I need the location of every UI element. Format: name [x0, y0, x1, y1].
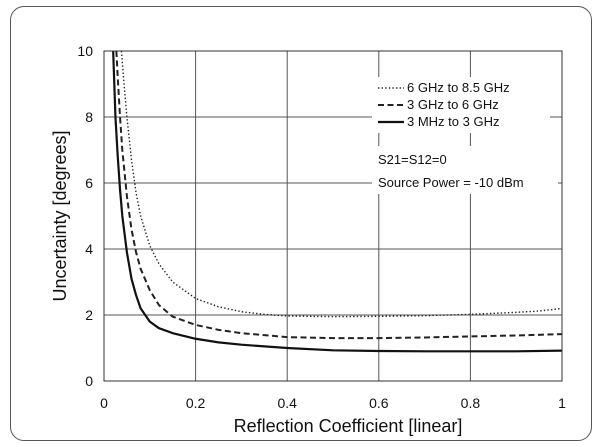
legend: 6 GHz to 8.5 GHz 3 GHz to 6 GHz 3 MHz to… [372, 77, 550, 133]
x-tick-label: 0.6 [369, 395, 389, 411]
chart-frame [10, 6, 592, 441]
series-line-2 [112, 51, 562, 353]
x-tick-labels: 0 0.2 0.4 0.6 0.8 1 [100, 395, 566, 411]
y-tick-label: 0 [85, 373, 93, 389]
x-tick-label: 0.4 [277, 395, 297, 411]
x-tick-label: 1 [558, 395, 566, 411]
y-tick-label: 10 [77, 43, 93, 59]
plot-border [103, 50, 563, 382]
annotation-source-power: Source Power = -10 dBm [378, 175, 524, 190]
legend-label-6-8p5-ghz: 6 GHz to 8.5 GHz [407, 80, 510, 95]
x-tick-label: 0.2 [186, 395, 206, 411]
x-tick-label: 0 [100, 395, 108, 411]
annotation-s-params: S21=S12=0 [378, 152, 447, 167]
annotation-background [372, 146, 558, 194]
annotations: S21=S12=0 Source Power = -10 dBm [372, 146, 558, 194]
series-group [112, 51, 562, 353]
y-tick-label: 8 [85, 109, 93, 125]
series-line-1 [115, 51, 562, 340]
x-tick-label: 0.8 [461, 395, 481, 411]
x-axis-label: Reflection Coefficient [linear] [234, 416, 463, 436]
series-line-0 [120, 51, 562, 318]
legend-label-3mhz-3ghz: 3 MHz to 3 GHz [407, 114, 499, 129]
y-tick-label: 4 [85, 241, 93, 257]
y-tick-labels: 0 2 4 6 8 10 [77, 43, 93, 389]
legend-label-3-6-ghz: 3 GHz to 6 GHz [407, 97, 499, 112]
y-axis-label: Uncertainty [degrees] [50, 130, 70, 301]
y-tick-label: 2 [85, 307, 93, 323]
y-tick-label: 6 [85, 175, 93, 191]
